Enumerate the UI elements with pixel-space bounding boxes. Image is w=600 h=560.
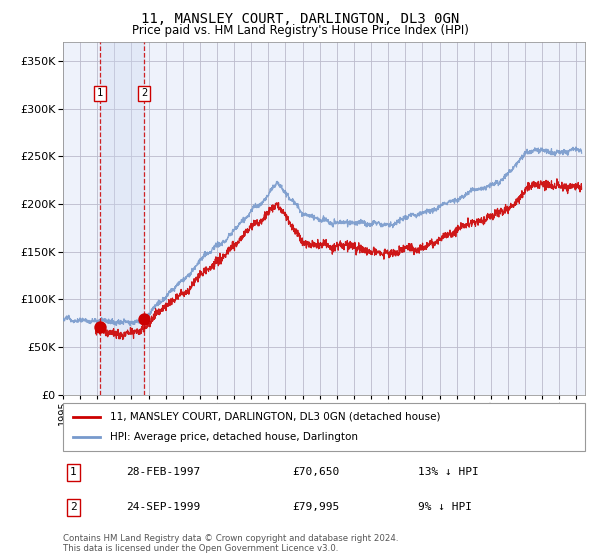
Text: 24-SEP-1999: 24-SEP-1999 — [125, 502, 200, 512]
Text: 9% ↓ HPI: 9% ↓ HPI — [418, 502, 472, 512]
Text: £70,650: £70,650 — [293, 468, 340, 478]
Text: 11, MANSLEY COURT, DARLINGTON, DL3 0GN (detached house): 11, MANSLEY COURT, DARLINGTON, DL3 0GN (… — [110, 412, 440, 422]
Text: Contains HM Land Registry data © Crown copyright and database right 2024.
This d: Contains HM Land Registry data © Crown c… — [63, 534, 398, 553]
Point — [139, 314, 149, 323]
Text: 2: 2 — [141, 88, 147, 98]
Text: HPI: Average price, detached house, Darlington: HPI: Average price, detached house, Darl… — [110, 432, 358, 442]
Text: 11, MANSLEY COURT, DARLINGTON, DL3 0GN: 11, MANSLEY COURT, DARLINGTON, DL3 0GN — [141, 12, 459, 26]
Text: £79,995: £79,995 — [293, 502, 340, 512]
Text: 28-FEB-1997: 28-FEB-1997 — [125, 468, 200, 478]
Text: 13% ↓ HPI: 13% ↓ HPI — [418, 468, 479, 478]
FancyBboxPatch shape — [63, 403, 585, 451]
Text: 1: 1 — [97, 88, 103, 98]
Text: 2: 2 — [70, 502, 77, 512]
Text: Price paid vs. HM Land Registry's House Price Index (HPI): Price paid vs. HM Land Registry's House … — [131, 24, 469, 36]
Text: 1: 1 — [70, 468, 77, 478]
Bar — [100, 42, 144, 395]
Point — [95, 323, 105, 332]
